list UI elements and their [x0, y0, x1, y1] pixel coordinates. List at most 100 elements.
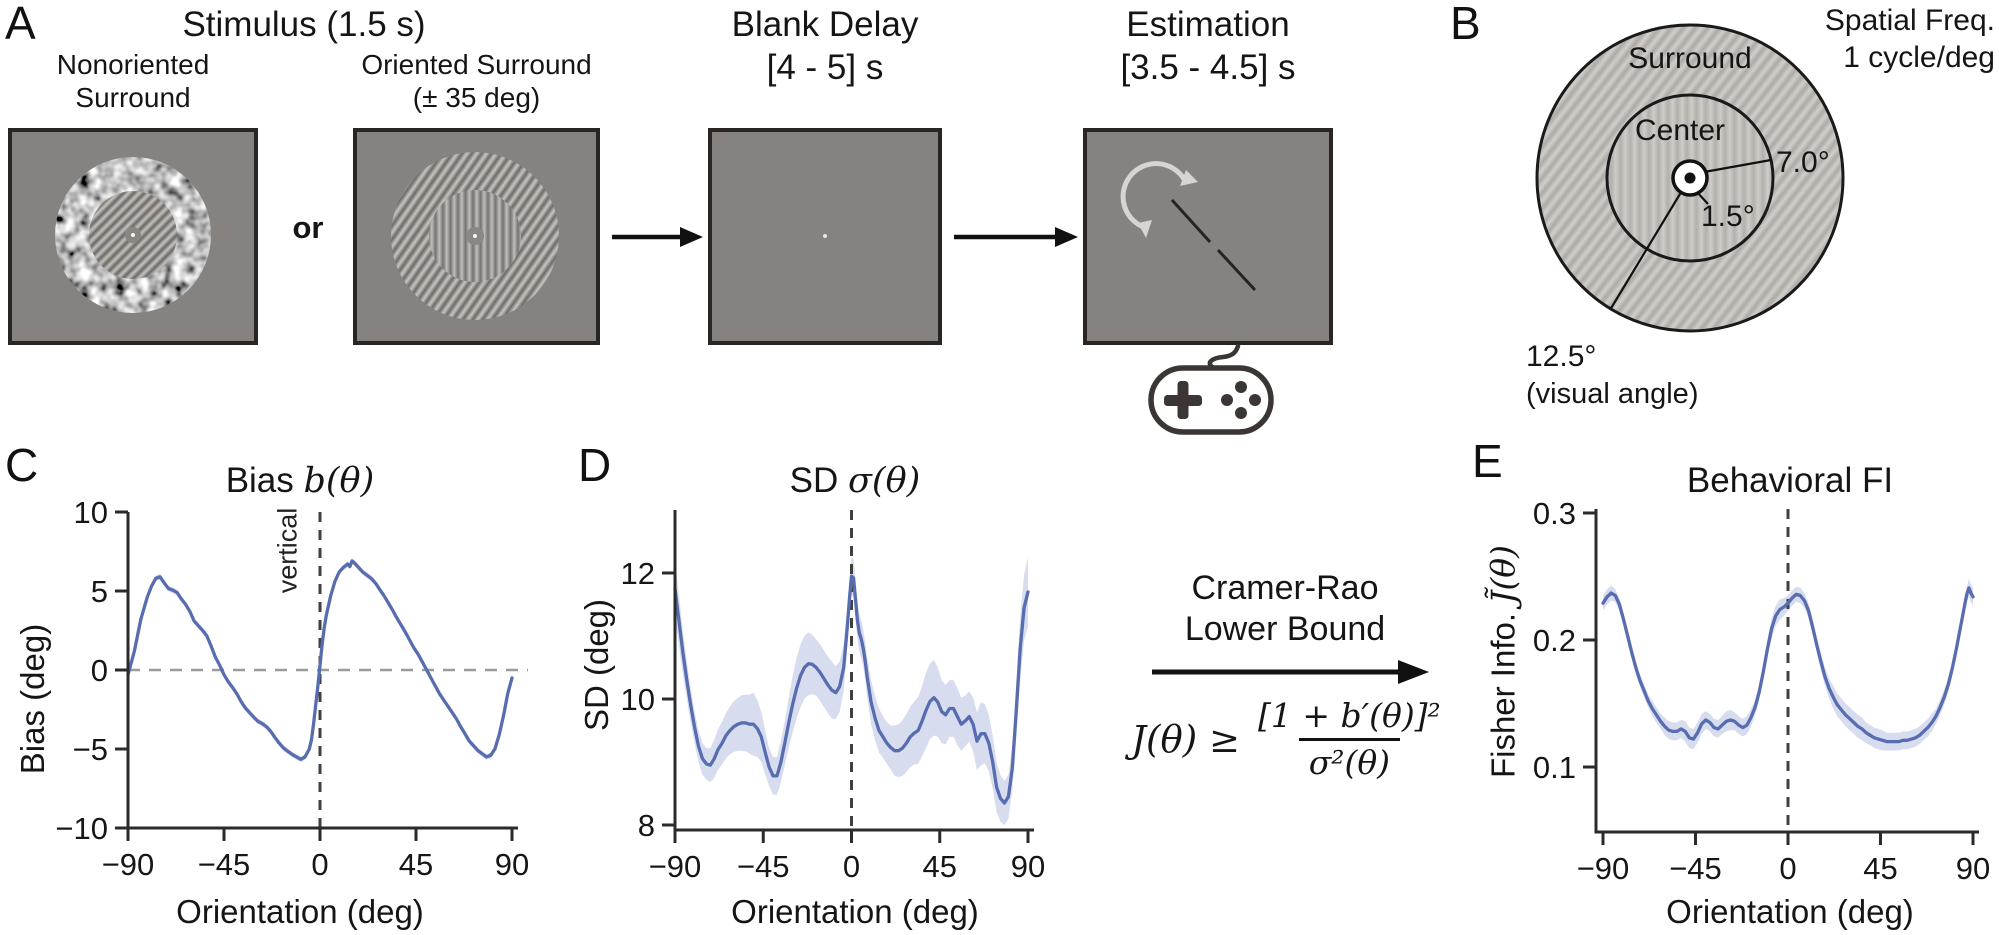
radius-line-12p5deg: [1609, 183, 1687, 311]
svg-text:45: 45: [399, 847, 433, 882]
svg-text:8: 8: [638, 808, 655, 843]
cramer-rao-line1: Cramer-Rao: [1191, 569, 1379, 607]
stim2-label: Oriented Surround (± 35 deg): [340, 48, 613, 114]
spatial-freq-label-line2: 1 cycle/deg: [1843, 41, 1995, 74]
bias-curve: [126, 559, 514, 761]
fixation-point: [823, 234, 827, 238]
svg-text:90: 90: [1956, 851, 1990, 886]
svg-text:90: 90: [495, 847, 529, 882]
sd-x-axis-label: Orientation (deg): [731, 893, 979, 930]
fi-x-axis-label: Orientation (deg): [1666, 893, 1914, 930]
deg12p5-label: 12.5°: [1526, 340, 1597, 373]
deg1p5-label: 1.5°: [1701, 200, 1755, 233]
crlb-formula: J(θ) ≥ [1 + b′(θ)]² σ²(θ): [1128, 696, 1448, 782]
stim1-label-line2: Surround: [75, 82, 191, 114]
spatial-freq-label-line1: Spatial Freq.: [1824, 4, 1995, 37]
svg-text:90: 90: [1011, 849, 1045, 884]
arrow-icon: [612, 227, 703, 247]
svg-text:45: 45: [923, 849, 957, 884]
formula-fraction: [1 + b′(θ)]² σ²(θ): [1254, 696, 1445, 782]
svg-text:−45: −45: [737, 849, 790, 884]
fisher-info-chart: 0.3 0.2 0.1 −90 −45 0 45 90: [1533, 496, 1990, 886]
formula-lhs: J(θ) ≥: [1131, 717, 1240, 761]
svg-text:0.1: 0.1: [1533, 750, 1576, 785]
stim1-label-line1: Nonoriented: [56, 49, 210, 80]
cramer-rao-line2: Lower Bound: [1184, 609, 1386, 648]
bias-title-math: b(θ): [303, 461, 375, 501]
stim1-label: Nonoriented Surround: [8, 48, 258, 114]
fi-ylabel-text: Fisher Info.: [1484, 603, 1522, 779]
estimation-title: Estimation [3.5 - 4.5] s: [1075, 4, 1341, 89]
formula-denominator: σ²(θ): [1298, 738, 1401, 782]
panel-e-letter: E: [1472, 435, 1503, 487]
stim2-label-line1: Oriented Surround: [361, 49, 592, 80]
panel-a-title: Stimulus (1.5 s): [182, 5, 426, 44]
svg-text:−90: −90: [102, 847, 155, 882]
svg-text:−45: −45: [1669, 851, 1722, 886]
arrow-icon: [1152, 660, 1429, 684]
svg-text:0: 0: [1779, 851, 1796, 886]
svg-text:0: 0: [843, 849, 860, 884]
fi-chart-title: Behavioral FI: [1686, 461, 1894, 500]
deg7-label: 7.0°: [1776, 146, 1830, 179]
svg-text:12: 12: [621, 556, 655, 591]
panel-d-letter: D: [578, 439, 612, 491]
or-label: or: [292, 210, 324, 245]
bias-chart: 10 5 0 −5 −10−90 −45 0 45 90: [55, 495, 529, 882]
panel-b-letter: B: [1450, 0, 1481, 49]
stimulus-oriented-surround: [353, 128, 600, 345]
fixation-point: [131, 233, 135, 237]
visual-angle-label: (visual angle): [1526, 378, 1699, 410]
svg-text:−90: −90: [649, 849, 702, 884]
stim2-label-line2: (± 35 deg): [412, 82, 541, 114]
blank-screen: [708, 128, 942, 345]
surround-label: Surround: [1628, 42, 1752, 75]
svg-text:−45: −45: [198, 847, 251, 882]
center-label: Center: [1634, 114, 1726, 147]
sd-y-axis-label: SD (deg): [578, 598, 615, 732]
fixation-point: [473, 234, 477, 238]
svg-text:−5: −5: [73, 732, 108, 767]
svg-text:0.2: 0.2: [1533, 623, 1576, 658]
svg-text:0: 0: [91, 653, 108, 688]
vertical-annotation: vertical: [272, 507, 303, 594]
svg-text:10: 10: [621, 682, 655, 717]
svg-text:0.3: 0.3: [1533, 496, 1576, 531]
sd-error-band: [675, 557, 1028, 825]
panel-c-letter: C: [5, 439, 39, 491]
fi-ylabel-math: J̃(θ): [1483, 544, 1523, 604]
sd-chart-title: SD σ(θ): [700, 460, 1010, 503]
fixation-dot: [1684, 172, 1696, 184]
stimulus-geometry-diagram: [1535, 23, 1845, 333]
formula-numerator: [1 + b′(θ)]²: [1257, 696, 1441, 735]
svg-text:−10: −10: [55, 811, 108, 846]
blank-delay-title: Blank Delay [4 - 5] s: [700, 4, 950, 89]
arc-arrowhead: [1138, 220, 1152, 238]
blank-delay-time: [4 - 5] s: [766, 47, 884, 87]
bias-chart-title: Bias b(θ): [120, 460, 480, 503]
gamepad-icon: [1148, 343, 1274, 435]
svg-text:5: 5: [91, 574, 108, 609]
sd-title-math: σ(θ): [848, 461, 921, 501]
arrow-icon: [954, 227, 1078, 247]
fi-y-axis-label: Fisher Info. J̃(θ): [1484, 527, 1523, 797]
sd-chart: 12 10 8 −90 −45 0 45 90: [621, 510, 1045, 884]
svg-text:−90: −90: [1577, 851, 1630, 886]
response-line: [1216, 248, 1257, 292]
blank-delay-label: Blank Delay: [731, 5, 919, 44]
rotation-arc-icon: [1120, 161, 1187, 231]
sd-title-text: SD: [789, 461, 849, 500]
response-line: [1170, 198, 1212, 244]
estimation-time: [3.5 - 4.5] s: [1120, 47, 1296, 87]
panel-a-letter: A: [5, 0, 36, 49]
svg-text:0: 0: [311, 847, 328, 882]
estimation-label: Estimation: [1126, 5, 1290, 44]
cramer-rao-label: Cramer-Rao Lower Bound: [1150, 568, 1420, 650]
bias-x-axis-label: Orientation (deg): [176, 893, 424, 930]
sd-curve: [673, 574, 1030, 805]
arc-arrowhead: [1180, 170, 1198, 186]
svg-text:45: 45: [1863, 851, 1897, 886]
svg-text:10: 10: [74, 495, 108, 530]
stimulus-nonoriented-surround: [8, 128, 258, 345]
